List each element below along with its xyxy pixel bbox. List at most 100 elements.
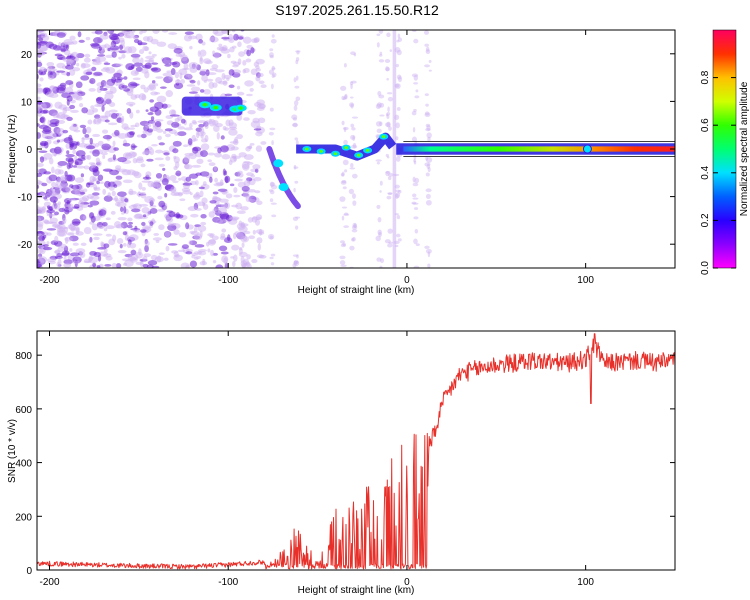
streak-blob xyxy=(352,236,356,242)
streak-blob xyxy=(386,121,391,128)
streak-blob xyxy=(271,214,277,218)
streak-blob xyxy=(388,241,394,244)
noise-blob xyxy=(48,157,54,165)
noise-blob xyxy=(201,74,208,82)
streak-blob xyxy=(295,96,301,102)
noise-blob xyxy=(65,153,75,158)
streak-blob xyxy=(343,139,348,145)
colorbar-tick-label: 0.0 xyxy=(700,261,711,275)
noise-blob xyxy=(60,243,67,249)
noise-blob xyxy=(43,246,53,251)
noise-blob xyxy=(209,173,213,179)
streak-blob xyxy=(340,243,347,248)
noise-blob xyxy=(144,46,150,52)
streak-blob xyxy=(349,245,355,251)
noise-blob xyxy=(242,68,246,74)
streak-blob xyxy=(424,43,430,47)
noise-blob xyxy=(193,226,198,233)
noise-blob xyxy=(138,93,146,101)
noise-blob xyxy=(243,230,251,235)
noise-blob xyxy=(72,260,81,264)
noise-blob xyxy=(197,120,208,124)
noise-blob xyxy=(167,243,178,246)
noise-blob xyxy=(189,79,196,84)
streak-blob xyxy=(376,102,382,108)
noise-blob xyxy=(41,129,52,134)
streak-blob xyxy=(378,94,385,99)
streak-blob xyxy=(386,156,390,159)
noise-blob xyxy=(83,165,90,170)
noise-blob xyxy=(110,210,116,215)
snr-xtick-label: -100 xyxy=(218,577,238,588)
noise-blob xyxy=(89,200,100,206)
spectrogram-ytick-label: -20 xyxy=(18,240,33,251)
streak-blob xyxy=(271,34,275,38)
noise-blob xyxy=(203,88,211,95)
noise-blob xyxy=(172,140,182,147)
noise-blob xyxy=(123,126,130,131)
noise-blob xyxy=(115,175,123,180)
streak-blob xyxy=(425,46,430,52)
noise-blob xyxy=(95,96,104,105)
onset-core xyxy=(356,153,361,157)
noise-blob xyxy=(208,118,213,125)
noise-blob xyxy=(128,221,133,225)
noise-blob xyxy=(80,242,87,246)
noise-blob xyxy=(241,242,245,248)
noise-blob xyxy=(149,106,159,112)
noise-blob xyxy=(198,186,205,190)
noise-blob xyxy=(154,149,164,154)
streak-blob xyxy=(295,216,301,219)
streak-blob xyxy=(351,193,356,199)
streak-blob xyxy=(294,180,299,184)
noise-blob xyxy=(51,202,61,210)
noise-blob xyxy=(87,119,93,125)
noise-blob xyxy=(209,200,217,204)
snr-ytick-label: 800 xyxy=(15,351,32,362)
noise-blob xyxy=(119,243,123,249)
streak-blob xyxy=(295,59,299,65)
noise-blob xyxy=(61,220,66,225)
streak-blob xyxy=(386,92,393,95)
noise-blob xyxy=(237,172,244,178)
noise-blob xyxy=(191,164,202,168)
noise-blob xyxy=(139,30,143,35)
noise-blob xyxy=(161,178,169,186)
noise-blob xyxy=(215,69,225,73)
noise-blob xyxy=(101,129,109,134)
noise-blob xyxy=(146,158,154,162)
noise-blob xyxy=(207,159,212,163)
onset-core xyxy=(365,149,370,152)
noise-blob xyxy=(236,85,241,90)
noise-blob xyxy=(47,132,57,140)
noise-blob xyxy=(56,62,66,69)
streak-blob xyxy=(425,103,429,107)
noise-blob xyxy=(211,119,219,126)
noise-blob xyxy=(37,96,41,100)
noise-blob xyxy=(94,56,101,64)
streak-blob xyxy=(425,193,431,199)
noise-blob xyxy=(255,75,261,82)
noise-blob xyxy=(236,91,245,96)
streak-blob xyxy=(413,238,418,245)
streak-blob xyxy=(269,48,274,52)
streak-blob xyxy=(293,166,299,169)
noise-blob xyxy=(47,260,56,265)
noise-blob xyxy=(66,162,71,170)
noise-blob xyxy=(183,62,189,70)
noise-blob xyxy=(157,135,162,141)
noise-blob xyxy=(66,99,70,106)
noise-blob xyxy=(223,237,233,244)
noise-blob xyxy=(112,154,116,161)
noise-blob xyxy=(249,143,255,146)
noise-blob xyxy=(79,191,86,195)
streak-blob xyxy=(379,51,383,56)
streak-blob xyxy=(396,214,401,220)
noise-blob xyxy=(141,30,147,34)
noise-blob xyxy=(72,92,82,100)
noise-blob xyxy=(224,175,231,183)
noise-blob xyxy=(120,39,126,46)
noise-blob xyxy=(194,244,205,248)
noise-blob xyxy=(96,54,106,57)
noise-blob xyxy=(199,261,208,266)
